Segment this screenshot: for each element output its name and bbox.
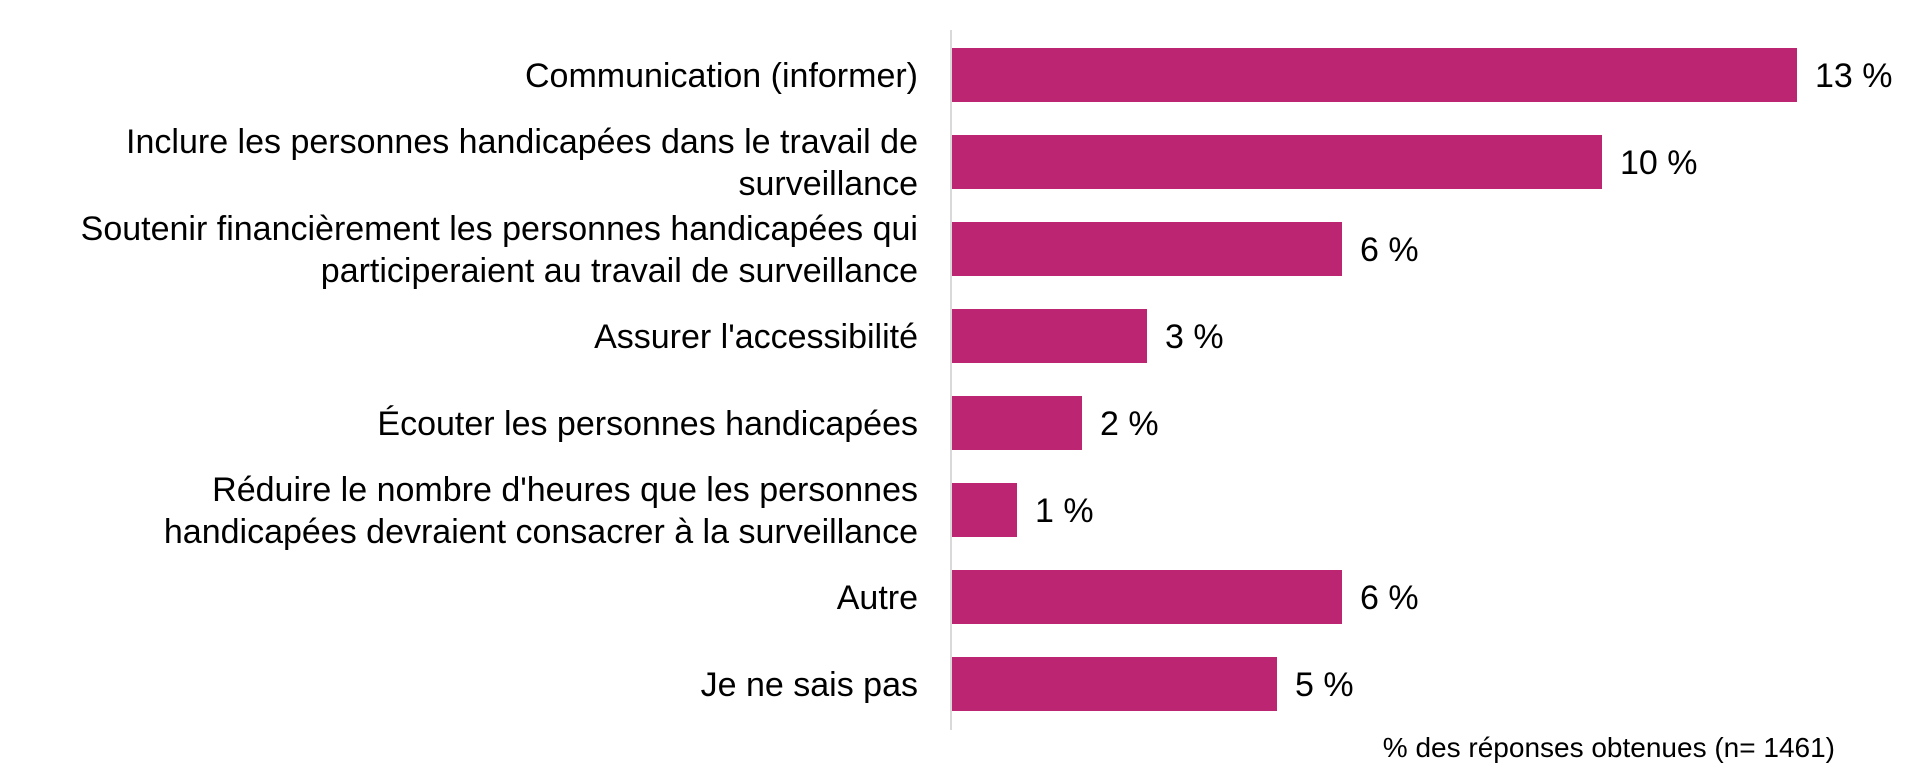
bar-0 [952, 48, 1797, 102]
category-label-line-5-0: Réduire le nombre d'heures que les perso… [212, 471, 918, 509]
value-label-2: 6 % [1360, 231, 1419, 269]
category-label-7: Je ne sais pas [701, 666, 918, 704]
category-label-line-7-0: Je ne sais pas [701, 666, 918, 704]
category-labels-group: Communication (informer) Inclure les pers… [81, 57, 918, 704]
category-label-0: Communication (informer) [525, 57, 918, 95]
category-label-line-0-0: Communication (informer) [525, 57, 918, 95]
category-label-5: Réduire le nombre d'heures que les perso… [164, 471, 918, 551]
value-label-3: 3 % [1165, 318, 1224, 356]
bar-7 [952, 657, 1277, 711]
value-label-4: 2 % [1100, 405, 1159, 443]
value-label-0: 13 % [1815, 57, 1893, 95]
category-label-line-1-1: surveillance [738, 165, 918, 203]
bar-3 [952, 309, 1147, 363]
category-label-line-5-1: handicapées devraient consacrer à la sur… [164, 513, 918, 551]
bars-group [952, 48, 1797, 711]
value-label-7: 5 % [1295, 666, 1354, 704]
category-label-1: Inclure les personnes handicapées dans l… [126, 123, 918, 203]
category-label-line-4-0: Écouter les personnes handicapées [377, 405, 918, 443]
category-label-6: Autre [837, 579, 918, 617]
bar-5 [952, 483, 1017, 537]
category-label-2: Soutenir financièrement les personnes ha… [81, 210, 918, 290]
bar-6 [952, 570, 1342, 624]
category-label-line-1-0: Inclure les personnes handicapées dans l… [126, 123, 918, 161]
value-label-5: 1 % [1035, 492, 1094, 530]
value-labels-group: 13 % 10 % 6 % 3 % 2 % 1 % 6 % 5 % [1035, 57, 1893, 704]
value-label-1: 10 % [1620, 144, 1698, 182]
bar-1 [952, 135, 1602, 189]
sample-size-note: % des réponses obtenues (n= 1461) [1383, 732, 1835, 763]
category-label-4: Écouter les personnes handicapées [377, 405, 918, 443]
category-label-line-2-1: participeraient au travail de surveillan… [321, 252, 918, 290]
bar-4 [952, 396, 1082, 450]
category-label-line-6-0: Autre [837, 579, 918, 617]
value-label-6: 6 % [1360, 579, 1419, 617]
bar-2 [952, 222, 1342, 276]
category-label-line-2-0: Soutenir financièrement les personnes ha… [81, 210, 918, 248]
category-label-line-3-0: Assurer l'accessibilité [594, 318, 918, 356]
category-label-3: Assurer l'accessibilité [594, 318, 918, 356]
